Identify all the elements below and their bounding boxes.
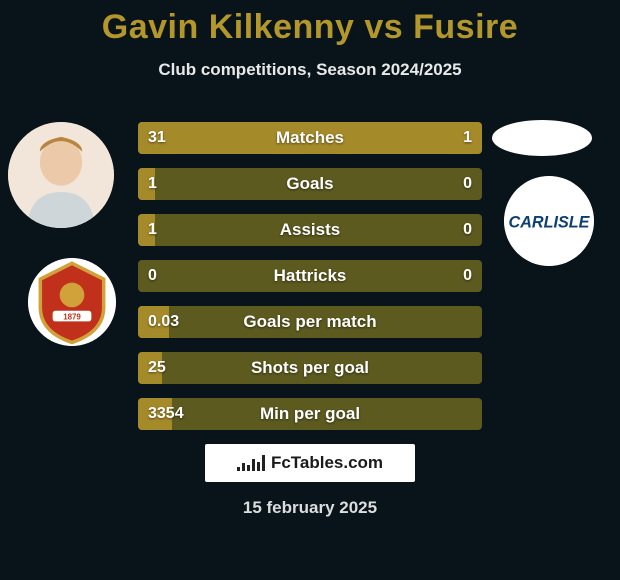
stat-row: 10Assists xyxy=(138,214,482,246)
stat-row: 3354Min per goal xyxy=(138,398,482,430)
player-left-photo xyxy=(8,122,114,228)
person-icon xyxy=(8,122,114,228)
stat-row: 10Goals xyxy=(138,168,482,200)
club-logo-icon: CARLISLE xyxy=(504,176,594,266)
stat-label: Shots per goal xyxy=(138,352,482,384)
stat-label: Assists xyxy=(138,214,482,246)
stat-label: Hattricks xyxy=(138,260,482,292)
stat-row: 00Hattricks xyxy=(138,260,482,292)
footer-brand-text: FcTables.com xyxy=(271,453,383,473)
stat-label: Goals xyxy=(138,168,482,200)
crest-icon: 1879 xyxy=(28,258,116,346)
bar-chart-icon xyxy=(237,455,265,471)
svg-text:CARLISLE: CARLISLE xyxy=(509,213,591,231)
stat-label: Goals per match xyxy=(138,306,482,338)
stat-label: Matches xyxy=(138,122,482,154)
stat-row: 25Shots per goal xyxy=(138,352,482,384)
stat-row: 0.03Goals per match xyxy=(138,306,482,338)
footer-date: 15 february 2025 xyxy=(0,498,620,518)
svg-text:1879: 1879 xyxy=(63,313,81,322)
player-right-photo xyxy=(492,120,592,156)
stat-row: 311Matches xyxy=(138,122,482,154)
page-subtitle: Club competitions, Season 2024/2025 xyxy=(0,60,620,80)
footer-brand: FcTables.com xyxy=(205,444,415,482)
player-right-club-crest: CARLISLE xyxy=(504,176,594,266)
stat-label: Min per goal xyxy=(138,398,482,430)
stat-rows: 311Matches 10Goals 10Assists 00Hattricks 0.0… xyxy=(138,122,482,444)
page-title: Gavin Kilkenny vs Fusire xyxy=(0,8,620,47)
player-left-club-crest: 1879 xyxy=(28,258,116,346)
